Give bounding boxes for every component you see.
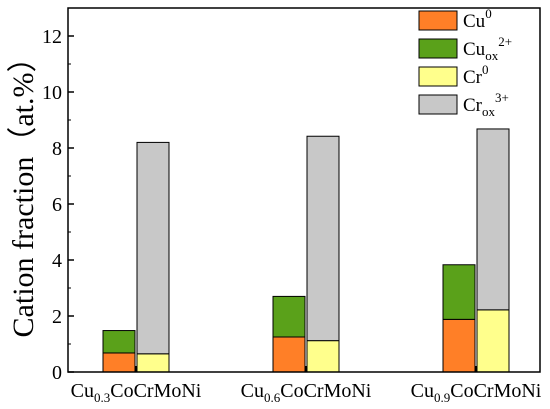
bar-crox3-3 [476, 128, 510, 311]
y-tick-label: 2 [52, 306, 62, 328]
x-tick-label: Cu0.9CoCrMoNi [411, 380, 542, 405]
y-tick-label: 10 [42, 82, 62, 104]
y-axis: 0 2 4 6 8 10 12 [42, 26, 74, 384]
legend-swatch [418, 10, 458, 31]
x-axis: Cu0.3CoCrMoNi Cu0.6CoCrMoNi Cu0.9CoCrMoNi [71, 366, 542, 405]
bar-cu0-2 [272, 336, 306, 373]
bar-cuox2-1 [102, 330, 136, 354]
y-tick-label: 6 [52, 194, 62, 216]
legend-swatch [418, 66, 458, 87]
bar-cu0-1 [102, 352, 136, 373]
plot-frame [67, 7, 541, 373]
bar-cu0-3 [442, 318, 476, 373]
legend-label: Cuox2+ [463, 34, 512, 63]
x-tick-label: Cu0.3CoCrMoNi [71, 380, 202, 405]
y-tick-label: 0 [52, 362, 62, 384]
y-axis-label: Cation fraction（at.%） [7, 43, 40, 338]
bar-cr0-1 [136, 353, 170, 373]
bar-crox3-2 [306, 135, 340, 342]
legend-label: Crox3+ [463, 90, 509, 119]
bar-crox3-1 [136, 141, 170, 355]
bar-cr0-3 [476, 309, 510, 373]
bar-cr0-2 [306, 340, 340, 373]
legend-label: Cr0 [463, 62, 489, 88]
bar-cuox2-2 [272, 295, 306, 338]
legend-swatch [418, 38, 458, 59]
y-tick-label: 12 [42, 26, 62, 48]
legend-label: Cu0 [463, 6, 492, 32]
x-tick-label: Cu0.6CoCrMoNi [241, 380, 372, 405]
bar-cuox2-3 [442, 264, 476, 320]
y-tick-label: 4 [52, 250, 62, 272]
legend-swatch [418, 94, 458, 115]
bar-layer [102, 128, 510, 373]
y-tick-label: 8 [52, 138, 62, 160]
